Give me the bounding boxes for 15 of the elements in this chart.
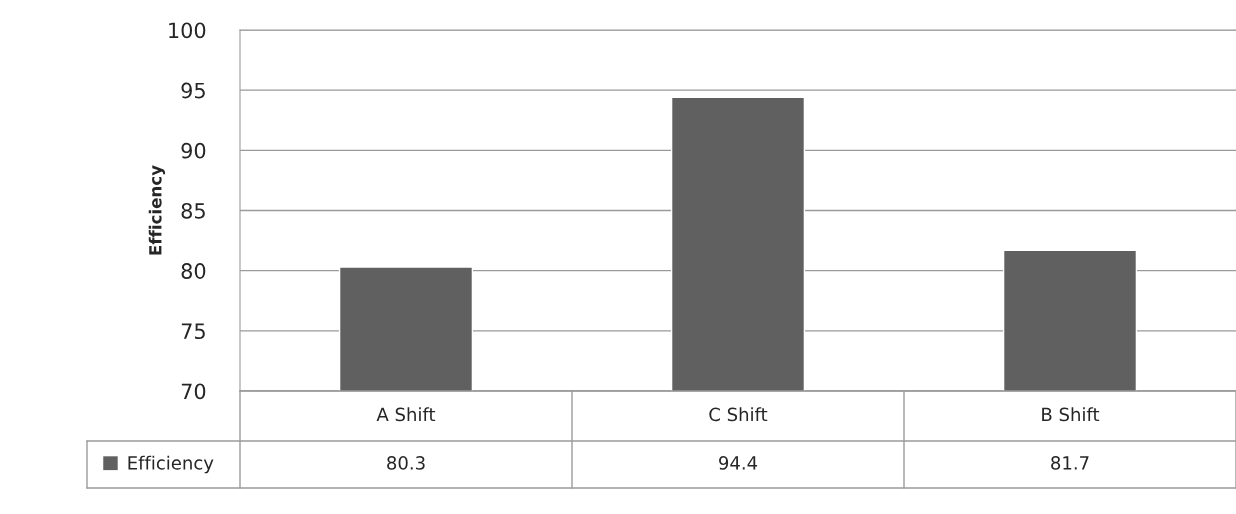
data-label: 81.7: [1051, 456, 1089, 470]
y-tick-label: 80: [181, 263, 206, 279]
y-tick-label: 75: [181, 323, 205, 340]
y-axis-title: Efficiency: [148, 165, 165, 255]
y-tick-label: 95: [181, 82, 205, 99]
data-label: 80.3: [387, 456, 425, 470]
data-label: 94.4: [719, 456, 758, 470]
y-tick-label: 85: [181, 202, 205, 219]
x-tick-label: C Shift: [709, 407, 768, 422]
y-tick-label: 90: [181, 142, 206, 159]
legend-label: Efficiency: [128, 455, 214, 474]
x-tick-label: B Shift: [1042, 407, 1100, 422]
y-tick-label: 70: [181, 383, 206, 400]
x-tick-label: A Shift: [376, 407, 436, 422]
y-tick-label: 100: [169, 22, 206, 39]
